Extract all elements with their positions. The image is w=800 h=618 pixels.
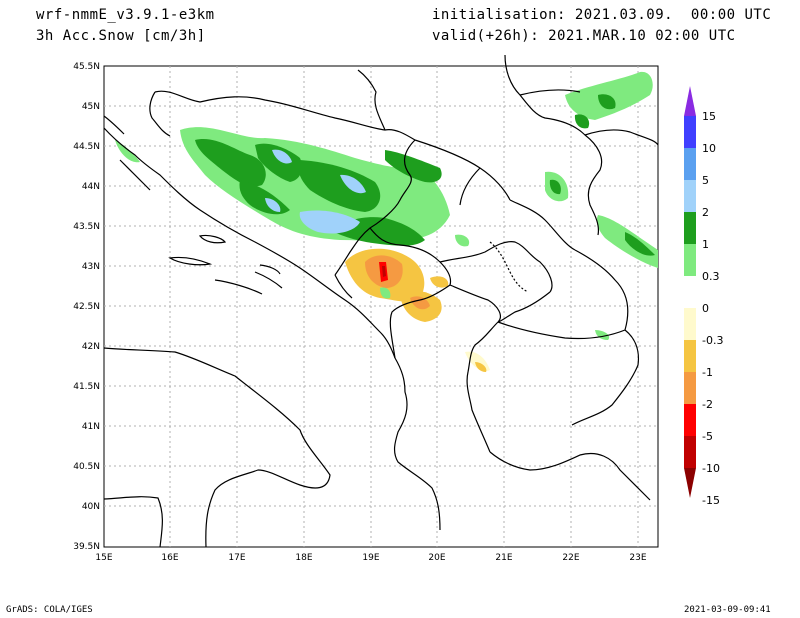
lat-tick-label: 45.5N — [73, 62, 100, 72]
longitude-tick-labels: 15E 16E 17E 18E 19E 20E 21E 22E 23E — [95, 553, 646, 563]
colorbar-label: 0 — [702, 302, 709, 315]
lon-tick-label: 19E — [362, 553, 379, 563]
lat-tick-label: 41N — [82, 422, 100, 432]
lat-tick-label: 45N — [82, 102, 100, 112]
lon-tick-label: 17E — [228, 553, 245, 563]
lat-tick-label: 39.5N — [73, 542, 100, 552]
software-credit: GrADS: COLA/IGES — [6, 605, 93, 615]
lon-tick-label: 16E — [161, 553, 178, 563]
colorbar-label: -1 — [702, 366, 713, 379]
colorbar-swatch — [684, 308, 696, 340]
colorbar-legend: 15 10 5 2 1 0.3 0 -0.3 -1 -2 -5 -10 -15 — [684, 86, 723, 507]
valid-time: valid(+26h): 2021.MAR.10 02:00 UTC — [432, 28, 736, 44]
colorbar-label: -2 — [702, 398, 713, 411]
colorbar-label: 1 — [702, 238, 709, 251]
colorbar-swatch — [684, 212, 696, 244]
lat-tick-label: 43N — [82, 262, 100, 272]
colorbar-bottom-arrow — [684, 468, 696, 498]
colorbar-swatch — [684, 116, 696, 148]
colorbar-label: 15 — [702, 110, 716, 123]
lat-tick-label: 44N — [82, 182, 100, 192]
colorbar-label: -15 — [702, 494, 720, 507]
model-title: wrf-nmmE_v3.9.1-e3km — [36, 7, 215, 23]
colorbar-swatch — [684, 436, 696, 468]
colorbar-top-arrow — [684, 86, 696, 116]
lon-tick-label: 21E — [495, 553, 512, 563]
colorbar-swatch — [684, 404, 696, 436]
colorbar-swatch — [684, 180, 696, 212]
colorbar-label: -0.3 — [702, 334, 723, 347]
colorbar-swatch — [684, 148, 696, 180]
colorbar-swatch — [684, 244, 696, 276]
colorbar-label: -10 — [702, 462, 720, 475]
lon-tick-label: 20E — [428, 553, 445, 563]
coastlines-and-borders — [103, 54, 659, 548]
lat-tick-label: 41.5N — [73, 382, 100, 392]
lat-tick-label: 44.5N — [73, 142, 100, 152]
colorbar-label: -5 — [702, 430, 713, 443]
lon-tick-label: 23E — [629, 553, 646, 563]
variable-title: 3h Acc.Snow [cm/3h] — [36, 28, 206, 44]
generation-timestamp: 2021-03-09-09:41 — [684, 605, 771, 615]
lat-tick-label: 42.5N — [73, 302, 100, 312]
colorbar-label: 5 — [702, 174, 709, 187]
colorbar-swatch — [684, 276, 696, 308]
colorbar-label: 10 — [702, 142, 716, 155]
lon-tick-label: 15E — [95, 553, 112, 563]
initialisation-time: initialisation: 2021.03.09. 00:00 UTC — [432, 7, 772, 23]
lon-tick-label: 22E — [562, 553, 579, 563]
colorbar-swatch — [684, 372, 696, 404]
colorbar-label: 0.3 — [702, 270, 720, 283]
lat-tick-label: 42N — [82, 342, 100, 352]
colorbar-label: 2 — [702, 206, 709, 219]
colorbar-swatch — [684, 340, 696, 372]
lat-tick-label: 40N — [82, 502, 100, 512]
latitude-tick-labels: 45.5N 45N 44.5N 44N 43.5N 43N 42.5N 42N … — [73, 62, 100, 552]
lon-tick-label: 18E — [295, 553, 312, 563]
lat-tick-label: 43.5N — [73, 222, 100, 232]
snowfall-field — [115, 71, 658, 372]
lat-tick-label: 40.5N — [73, 462, 100, 472]
